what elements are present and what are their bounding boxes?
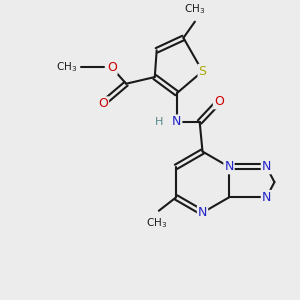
Text: N: N [262,160,271,173]
Text: CH$_3$: CH$_3$ [56,61,77,74]
Text: N: N [262,191,271,204]
Text: CH$_3$: CH$_3$ [184,2,206,16]
Text: O: O [107,61,117,74]
Text: H: H [155,117,164,127]
Text: CH$_3$: CH$_3$ [146,217,168,230]
Text: O: O [98,97,108,110]
Text: O: O [214,95,224,108]
Text: S: S [199,65,206,78]
Text: N: N [172,116,182,128]
Text: N: N [224,160,234,173]
Text: N: N [198,206,207,219]
